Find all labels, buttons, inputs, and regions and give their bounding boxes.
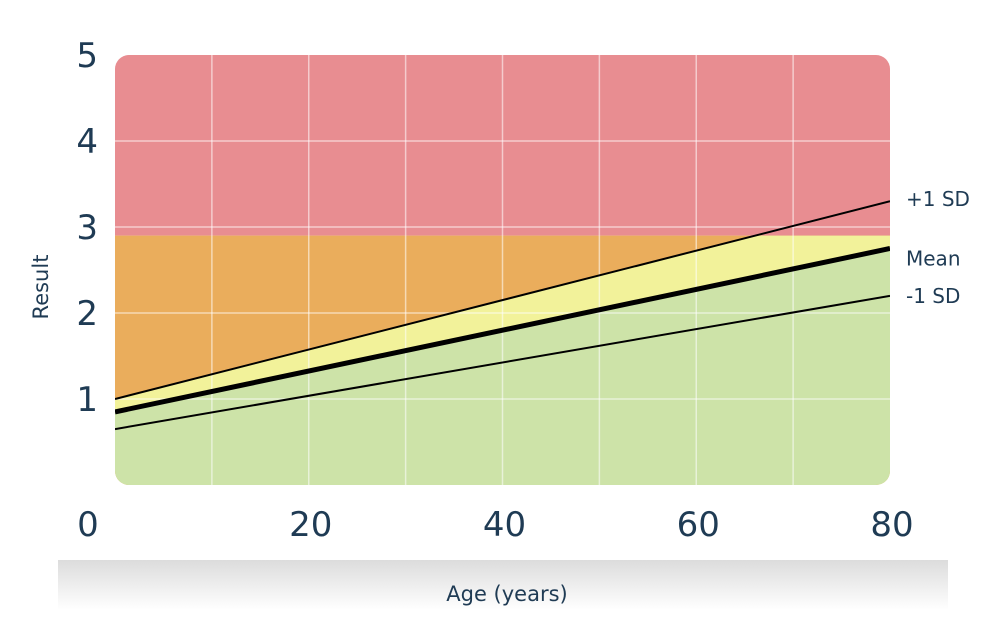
x-tick-label: 0 <box>77 505 99 545</box>
y-tick-label: 1 <box>76 380 98 420</box>
x-tick-label: 40 <box>483 505 526 545</box>
y-tick-label: 3 <box>76 208 98 248</box>
y-axis-ticks: 1 2 3 4 5 <box>76 36 98 420</box>
series-line-mean <box>115 246 890 415</box>
y-axis-label: Result <box>29 255 53 320</box>
grid <box>115 55 890 485</box>
x-tick-label: 60 <box>677 505 720 545</box>
series-label: -1 SD <box>906 284 960 308</box>
x-tick-label: 20 <box>289 505 332 545</box>
series-label: +1 SD <box>906 187 970 211</box>
x-axis-ticks: 0 20 40 60 80 <box>77 505 913 545</box>
series-line-1-sd <box>115 200 890 400</box>
series-line-1-sd <box>115 294 890 431</box>
y-tick-label: 4 <box>76 122 98 162</box>
x-tick-label: 80 <box>870 505 913 545</box>
series-labels: +1 SD Mean -1 SD <box>906 187 970 308</box>
x-axis-label-band <box>58 560 948 610</box>
series-lines <box>115 200 890 431</box>
x-axis-label: Age (years) <box>446 582 567 606</box>
y-tick-label: 5 <box>76 36 98 76</box>
y-tick-label: 2 <box>76 294 98 334</box>
series-label: Mean <box>906 247 961 271</box>
